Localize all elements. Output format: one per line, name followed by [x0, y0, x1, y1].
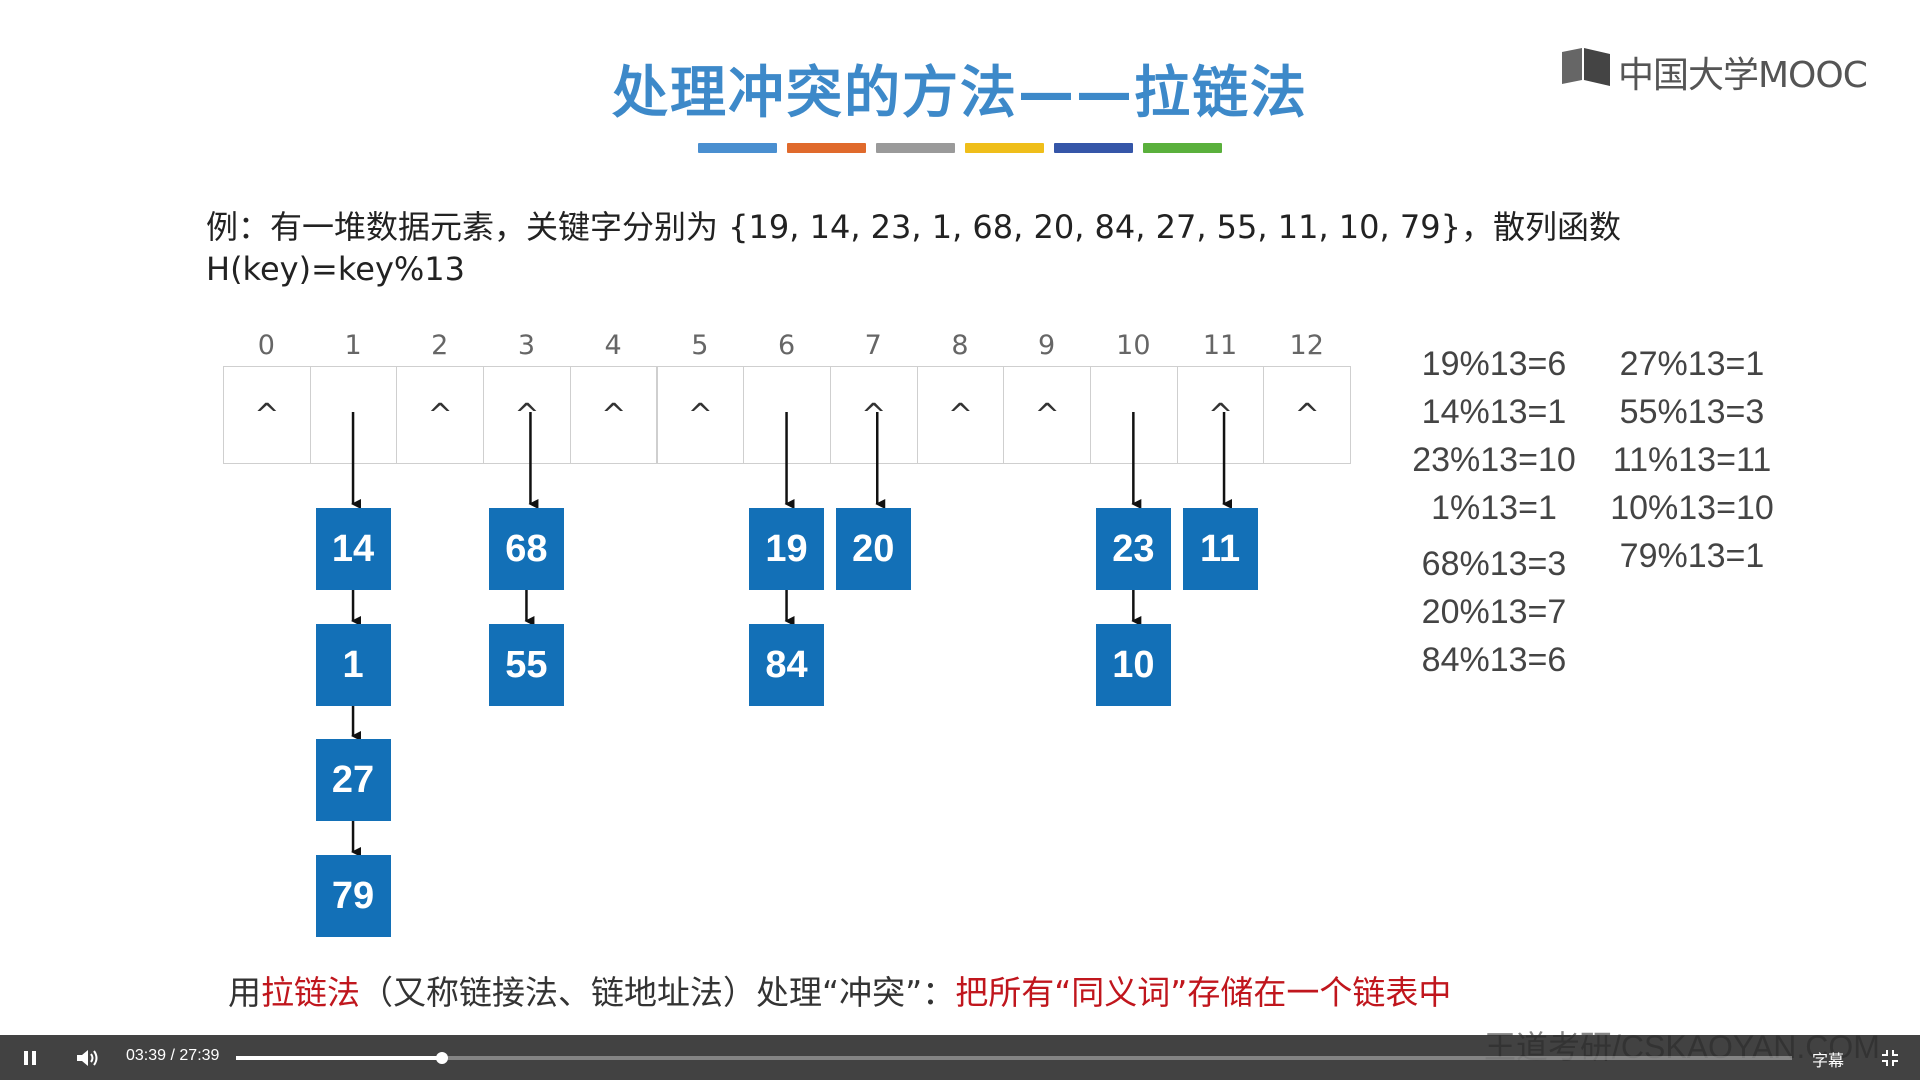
- volume-icon: [77, 1049, 98, 1066]
- chain-node: 79: [315, 855, 391, 937]
- null-pointer-marker: ^: [861, 398, 887, 433]
- progress-fill: [236, 1056, 442, 1060]
- hash-calculation: 1%13=1: [1431, 489, 1557, 527]
- title-underline-bar: [787, 143, 866, 153]
- conclusion-text: 用拉链法（又称链接法、链地址法）处理“冲突”：把所有“同义词”存储在一个链表中: [228, 966, 1451, 1014]
- hash-slot: ^: [1003, 366, 1091, 464]
- hash-calculation: 14%13=1: [1421, 393, 1567, 431]
- slot-index: 2: [431, 330, 449, 361]
- null-pointer-marker: ^: [1207, 398, 1234, 433]
- current-time: 03:39: [126, 1047, 167, 1064]
- chain-node: 27: [315, 739, 391, 821]
- hash-calculation: 23%13=10: [1412, 441, 1576, 479]
- chain-node: 19: [749, 508, 825, 590]
- slot-index: 10: [1116, 330, 1151, 361]
- pause-icon: [24, 1050, 36, 1065]
- example-description: 例：有一堆数据元素，关键字分别为 {19, 14, 23, 1, 68, 20,…: [206, 208, 1621, 246]
- title-underline-bar: [1143, 143, 1222, 153]
- slot-index: 6: [777, 330, 796, 361]
- mooc-logo: 中国大学MOOC: [1560, 44, 1868, 96]
- slot-index: 7: [864, 330, 882, 361]
- title-underline-bar: [698, 143, 777, 153]
- slot-index: 5: [691, 330, 709, 361]
- slot-index: 4: [604, 330, 622, 361]
- mooc-logo-text: 中国大学MOOC: [1618, 55, 1868, 96]
- hash-calculation: 11%13=11: [1612, 441, 1772, 479]
- conclusion-rule: 把所有“同义词”存储在一个链表中: [955, 973, 1452, 1012]
- volume-button[interactable]: [66, 1035, 110, 1080]
- title-underline-bars: [698, 143, 1224, 153]
- play-pause-button[interactable]: [8, 1035, 52, 1080]
- exit-fullscreen-icon: [1882, 1049, 1898, 1066]
- chain-node: 20: [835, 508, 911, 590]
- hash-slot: ^: [916, 366, 1005, 464]
- time-display: 03:39 / 27:39: [126, 1047, 219, 1065]
- title-underline-bar: [1054, 143, 1133, 153]
- conclusion-aliases: （又称链接法、链地址法）处理“冲突”：: [360, 973, 956, 1012]
- hash-slot: ^: [656, 366, 745, 464]
- chain-node: 1: [315, 624, 391, 706]
- duration: 27:39: [179, 1047, 220, 1064]
- mooc-logo-icon: [1562, 48, 1610, 86]
- hash-slot: ^: [223, 366, 311, 464]
- null-pointer-marker: ^: [601, 398, 627, 433]
- video-controls: 03:39 / 27:39 字幕: [0, 1035, 1920, 1080]
- hash-slot: ^: [1176, 366, 1265, 464]
- null-pointer-marker: ^: [687, 398, 713, 433]
- hash-calculation: 68%13=3: [1421, 545, 1567, 583]
- hash-function: H(key)=key%13: [206, 250, 465, 288]
- null-pointer-marker: ^: [947, 398, 973, 433]
- slot-index: 0: [257, 330, 275, 361]
- progress-bar[interactable]: [236, 1052, 1792, 1064]
- slot-index: 11: [1202, 330, 1238, 361]
- chain-node: 68: [488, 508, 564, 590]
- hash-calculation: 55%13=3: [1619, 393, 1765, 431]
- hash-calculation: 84%13=6: [1421, 641, 1567, 679]
- hash-calculation: 27%13=1: [1619, 345, 1765, 383]
- hash-slot: ^: [396, 366, 485, 464]
- hash-slot: ^: [483, 366, 571, 464]
- slot-index: 3: [517, 330, 536, 361]
- chain-node: 23: [1095, 508, 1171, 590]
- time-separator: /: [170, 1047, 175, 1064]
- hash-slot: ^: [829, 366, 918, 464]
- conclusion-method: 拉链法: [261, 973, 360, 1012]
- fullscreen-button[interactable]: [1868, 1035, 1912, 1080]
- null-pointer-marker: ^: [514, 398, 540, 433]
- slot-index: 1: [344, 330, 362, 361]
- hash-calculation: 20%13=7: [1421, 593, 1567, 631]
- progress-handle[interactable]: [435, 1052, 448, 1064]
- conclusion-prefix: 用: [228, 973, 261, 1012]
- slot-index: 12: [1289, 330, 1324, 361]
- hash-calculation: 79%13=1: [1619, 537, 1765, 575]
- title-underline-bar: [965, 143, 1044, 153]
- hash-calculation: 19%13=6: [1421, 345, 1567, 383]
- chain-node: 11: [1182, 508, 1258, 590]
- null-pointer-marker: ^: [1034, 398, 1060, 433]
- null-pointer-marker: ^: [1294, 398, 1320, 433]
- null-pointer-marker: ^: [254, 398, 280, 433]
- hash-calculation: 10%13=10: [1610, 489, 1774, 527]
- chain-node: 84: [749, 624, 825, 706]
- chain-node: 14: [315, 508, 391, 590]
- null-pointer-marker: ^: [427, 398, 453, 433]
- hash-slot: ^: [1263, 366, 1352, 464]
- slide-title: 处理冲突的方法——拉链法: [612, 61, 1308, 126]
- chain-node: 10: [1095, 624, 1171, 706]
- slot-index: 9: [1038, 330, 1056, 361]
- subtitles-button[interactable]: 字幕: [1812, 1051, 1845, 1070]
- title-underline-bar: [876, 143, 955, 153]
- hash-slot: ^: [569, 366, 658, 464]
- chain-node: 55: [488, 624, 564, 706]
- slot-index: 8: [951, 330, 969, 361]
